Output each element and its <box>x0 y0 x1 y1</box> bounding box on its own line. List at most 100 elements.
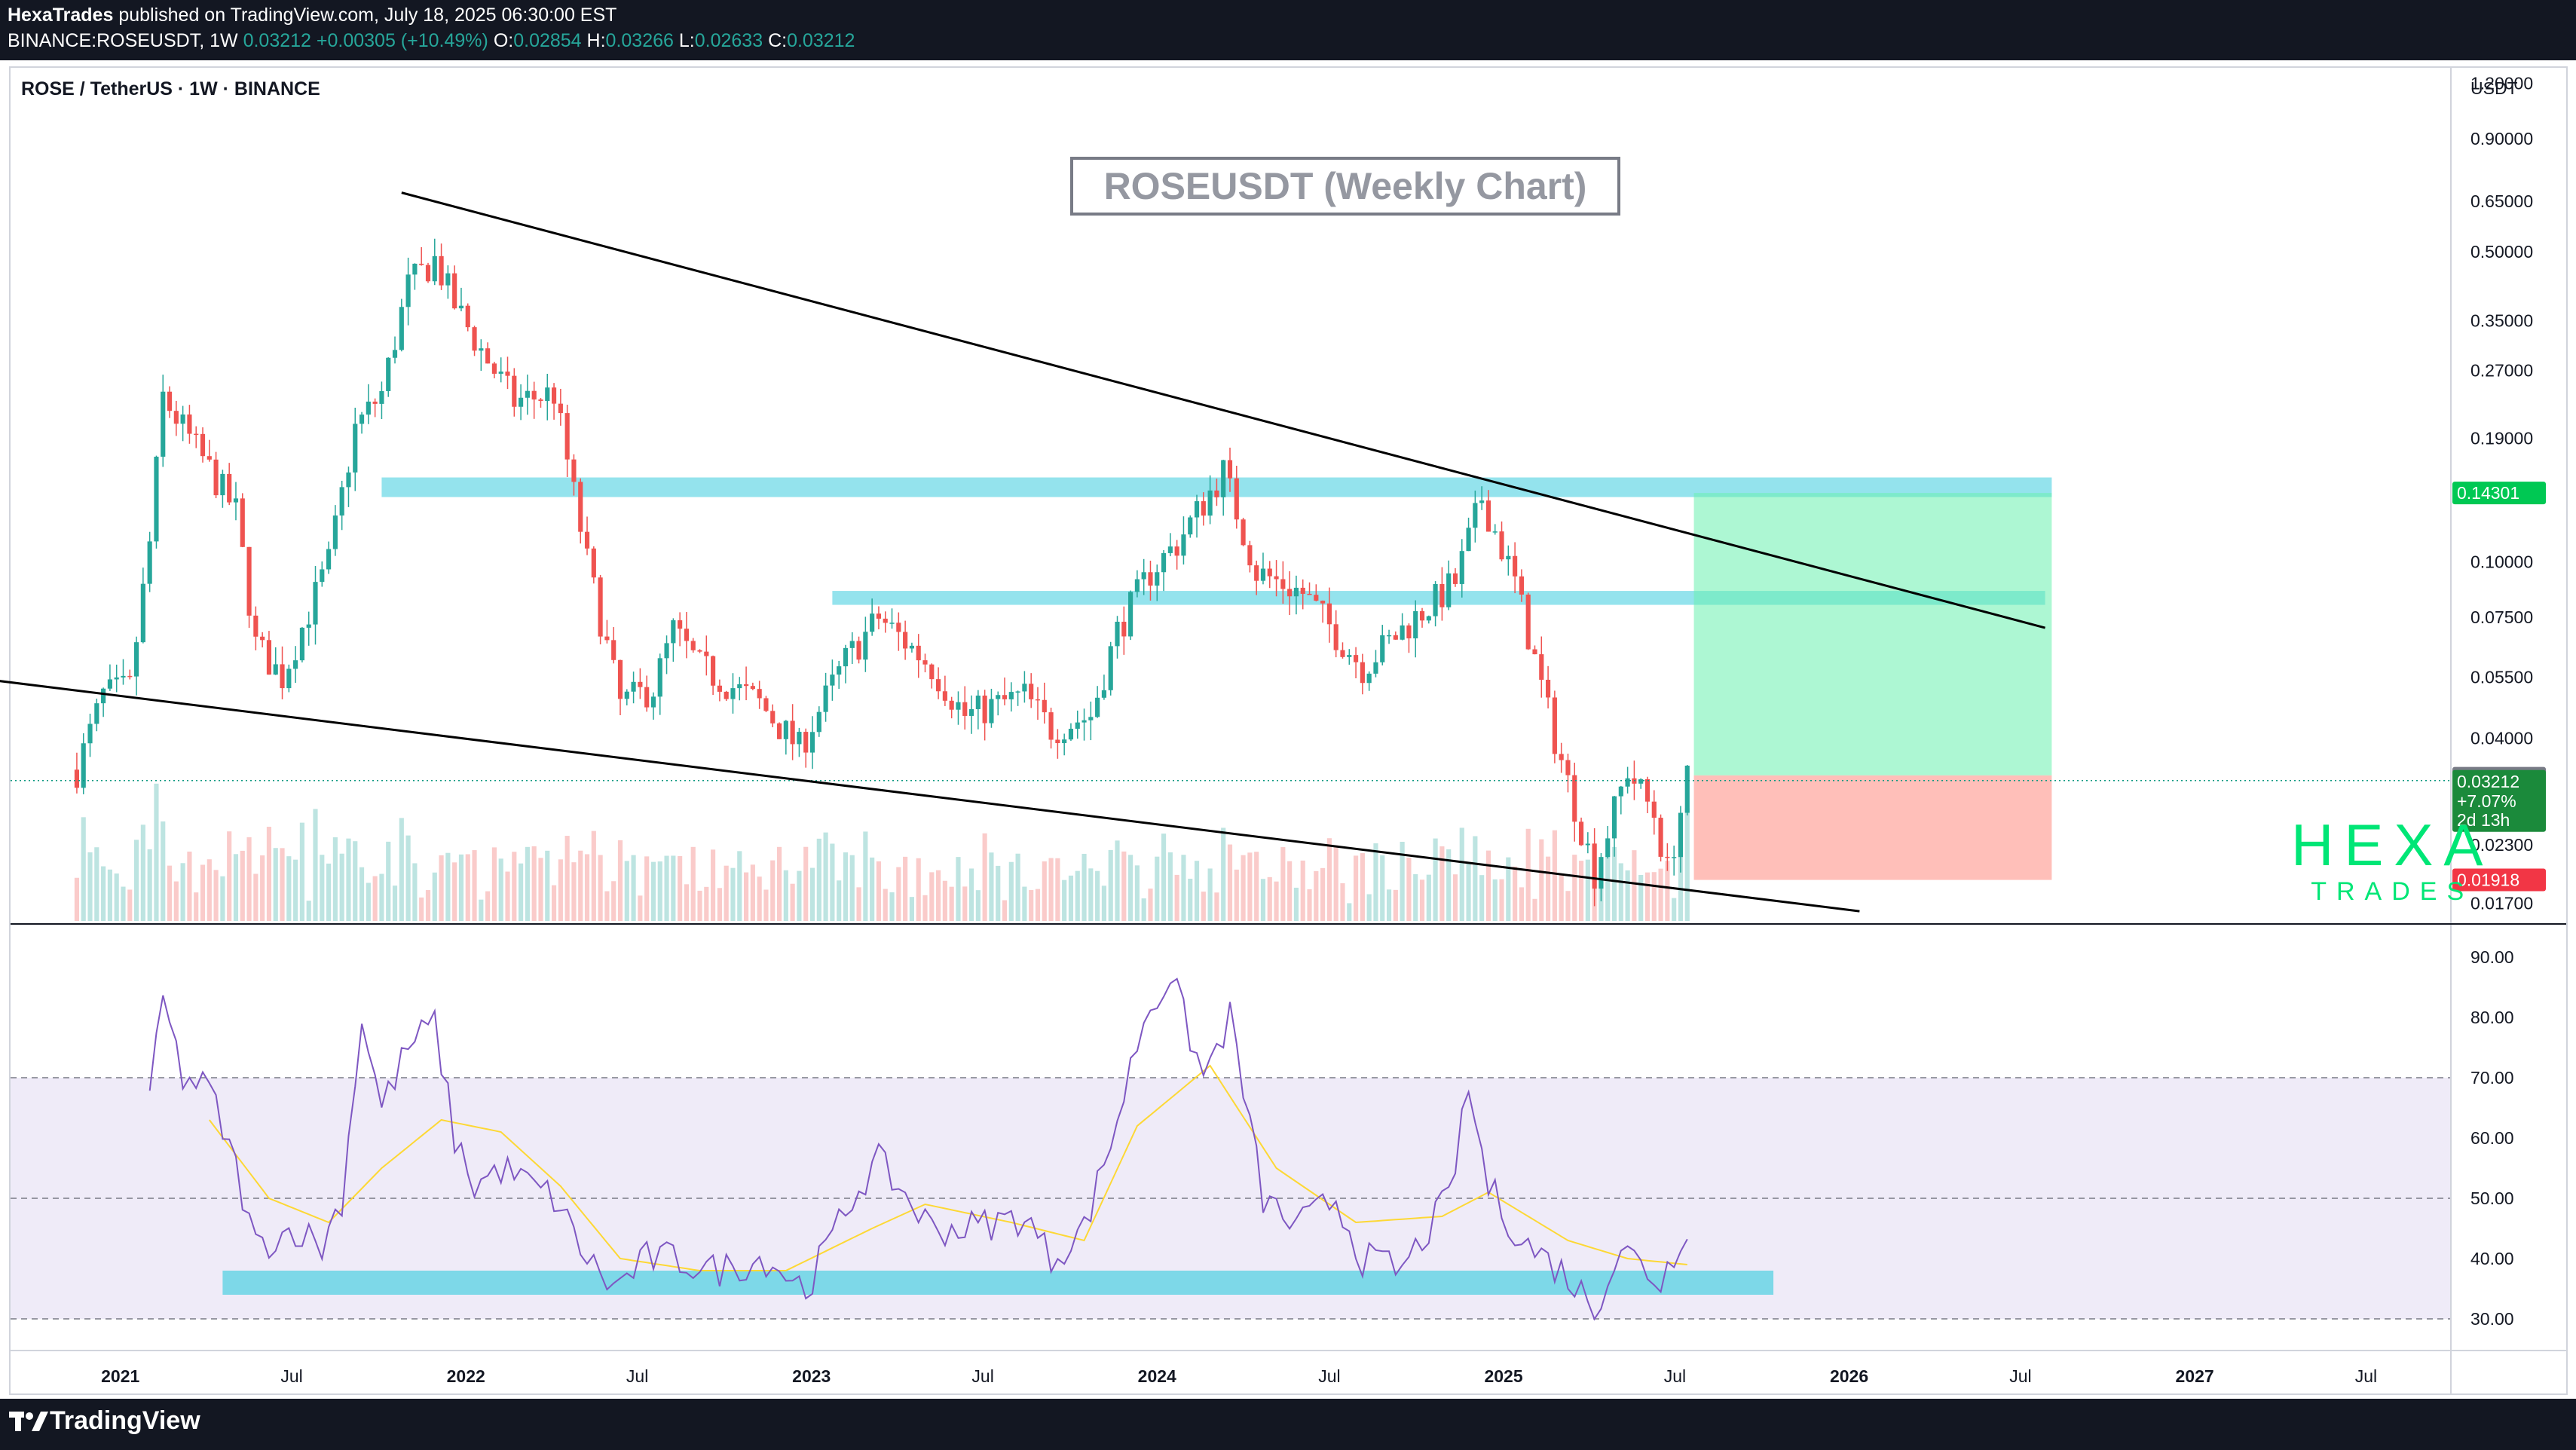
candle[interactable] <box>671 620 676 644</box>
candle[interactable] <box>1081 720 1087 723</box>
candle[interactable] <box>1062 739 1067 744</box>
candle[interactable] <box>704 651 709 656</box>
candle[interactable] <box>657 658 662 697</box>
candle[interactable] <box>1585 843 1590 846</box>
candle[interactable] <box>332 515 338 549</box>
candle[interactable] <box>757 689 762 699</box>
candle[interactable] <box>617 659 623 699</box>
candle[interactable] <box>1008 692 1014 699</box>
candle[interactable] <box>213 459 219 496</box>
candle[interactable] <box>359 415 365 424</box>
candle[interactable] <box>1479 500 1485 503</box>
candle[interactable] <box>909 645 914 649</box>
candle[interactable] <box>1254 565 1259 581</box>
candle[interactable] <box>498 372 503 374</box>
candle[interactable] <box>320 569 325 583</box>
candle[interactable] <box>1274 576 1279 580</box>
candle[interactable] <box>1141 572 1146 580</box>
candle[interactable] <box>1433 583 1438 616</box>
candle[interactable] <box>1287 589 1293 597</box>
candle[interactable] <box>1638 779 1644 784</box>
candle[interactable] <box>1227 460 1233 479</box>
candle[interactable] <box>730 688 736 699</box>
candle[interactable] <box>1095 697 1100 717</box>
candle[interactable] <box>1366 673 1372 684</box>
candle[interactable] <box>200 433 206 457</box>
candle[interactable] <box>1492 531 1498 533</box>
stop-zone[interactable] <box>1693 775 2052 880</box>
candle[interactable] <box>724 691 729 699</box>
candle[interactable] <box>750 686 755 690</box>
candle[interactable] <box>975 695 981 709</box>
candle[interactable] <box>485 348 491 364</box>
candle[interactable] <box>1459 551 1464 584</box>
candle[interactable] <box>770 711 776 723</box>
candle[interactable] <box>816 711 821 733</box>
candle[interactable] <box>1525 594 1531 650</box>
candle[interactable] <box>1485 500 1491 532</box>
upper-resistance-trendline[interactable] <box>401 191 2045 629</box>
candle[interactable] <box>916 645 921 661</box>
candle[interactable] <box>1446 573 1452 607</box>
candle[interactable] <box>1035 699 1041 701</box>
candle[interactable] <box>140 583 145 643</box>
candle[interactable] <box>1672 857 1677 858</box>
candle[interactable] <box>1559 754 1564 760</box>
candle[interactable] <box>1439 583 1445 607</box>
candle[interactable] <box>1088 717 1094 720</box>
candle[interactable] <box>1167 546 1173 553</box>
candle[interactable] <box>929 664 935 680</box>
candle[interactable] <box>458 305 464 309</box>
candle[interactable] <box>313 582 318 625</box>
candle[interactable] <box>823 685 828 712</box>
candle[interactable] <box>127 675 133 678</box>
candle[interactable] <box>1320 601 1326 604</box>
candle[interactable] <box>1678 812 1684 858</box>
candle[interactable] <box>711 656 716 686</box>
candle[interactable] <box>1452 573 1458 584</box>
candle[interactable] <box>1214 490 1219 497</box>
candle[interactable] <box>783 720 788 739</box>
candle[interactable] <box>133 642 139 677</box>
candle[interactable] <box>465 305 470 328</box>
rsi-moving-average-line[interactable] <box>209 1064 1687 1271</box>
candle[interactable] <box>883 618 888 623</box>
candle[interactable] <box>584 531 590 549</box>
candle[interactable] <box>107 679 112 689</box>
rsi-line[interactable] <box>148 977 1688 1321</box>
candle[interactable] <box>1188 517 1193 535</box>
candle[interactable] <box>1618 786 1623 797</box>
candle[interactable] <box>870 613 875 632</box>
candle[interactable] <box>1201 501 1206 516</box>
candle[interactable] <box>591 548 596 578</box>
candle[interactable] <box>936 679 941 692</box>
candle[interactable] <box>611 640 616 660</box>
candle[interactable] <box>266 640 272 675</box>
candle[interactable] <box>1194 501 1200 518</box>
candle[interactable] <box>1260 568 1266 581</box>
candle[interactable] <box>1340 650 1345 657</box>
candle[interactable] <box>439 255 444 286</box>
candle[interactable] <box>797 732 802 745</box>
candle[interactable] <box>293 660 298 669</box>
candle[interactable] <box>1221 460 1226 497</box>
candle[interactable] <box>1207 490 1213 516</box>
candle[interactable] <box>167 391 173 411</box>
candle[interactable] <box>578 482 583 532</box>
candle[interactable] <box>1400 625 1405 640</box>
candle[interactable] <box>942 691 947 701</box>
candle[interactable] <box>1665 856 1670 858</box>
candle[interactable] <box>1519 576 1524 595</box>
candle[interactable] <box>1658 818 1663 857</box>
candle[interactable] <box>1532 649 1537 655</box>
candle[interactable] <box>114 677 119 680</box>
candle[interactable] <box>809 732 815 753</box>
candle[interactable] <box>604 636 610 641</box>
candle[interactable] <box>982 695 987 723</box>
candle[interactable] <box>379 390 384 404</box>
candle[interactable] <box>1565 760 1571 775</box>
candle[interactable] <box>81 743 86 788</box>
candle[interactable] <box>240 498 245 547</box>
candle[interactable] <box>968 708 974 716</box>
candle[interactable] <box>896 623 901 632</box>
